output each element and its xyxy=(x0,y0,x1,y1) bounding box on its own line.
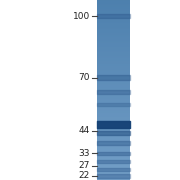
Text: 44: 44 xyxy=(79,126,90,135)
Text: 70: 70 xyxy=(78,73,90,82)
Text: 22: 22 xyxy=(79,171,90,180)
Text: 27: 27 xyxy=(79,161,90,170)
Text: 100: 100 xyxy=(73,12,90,21)
Text: 33: 33 xyxy=(78,149,90,158)
